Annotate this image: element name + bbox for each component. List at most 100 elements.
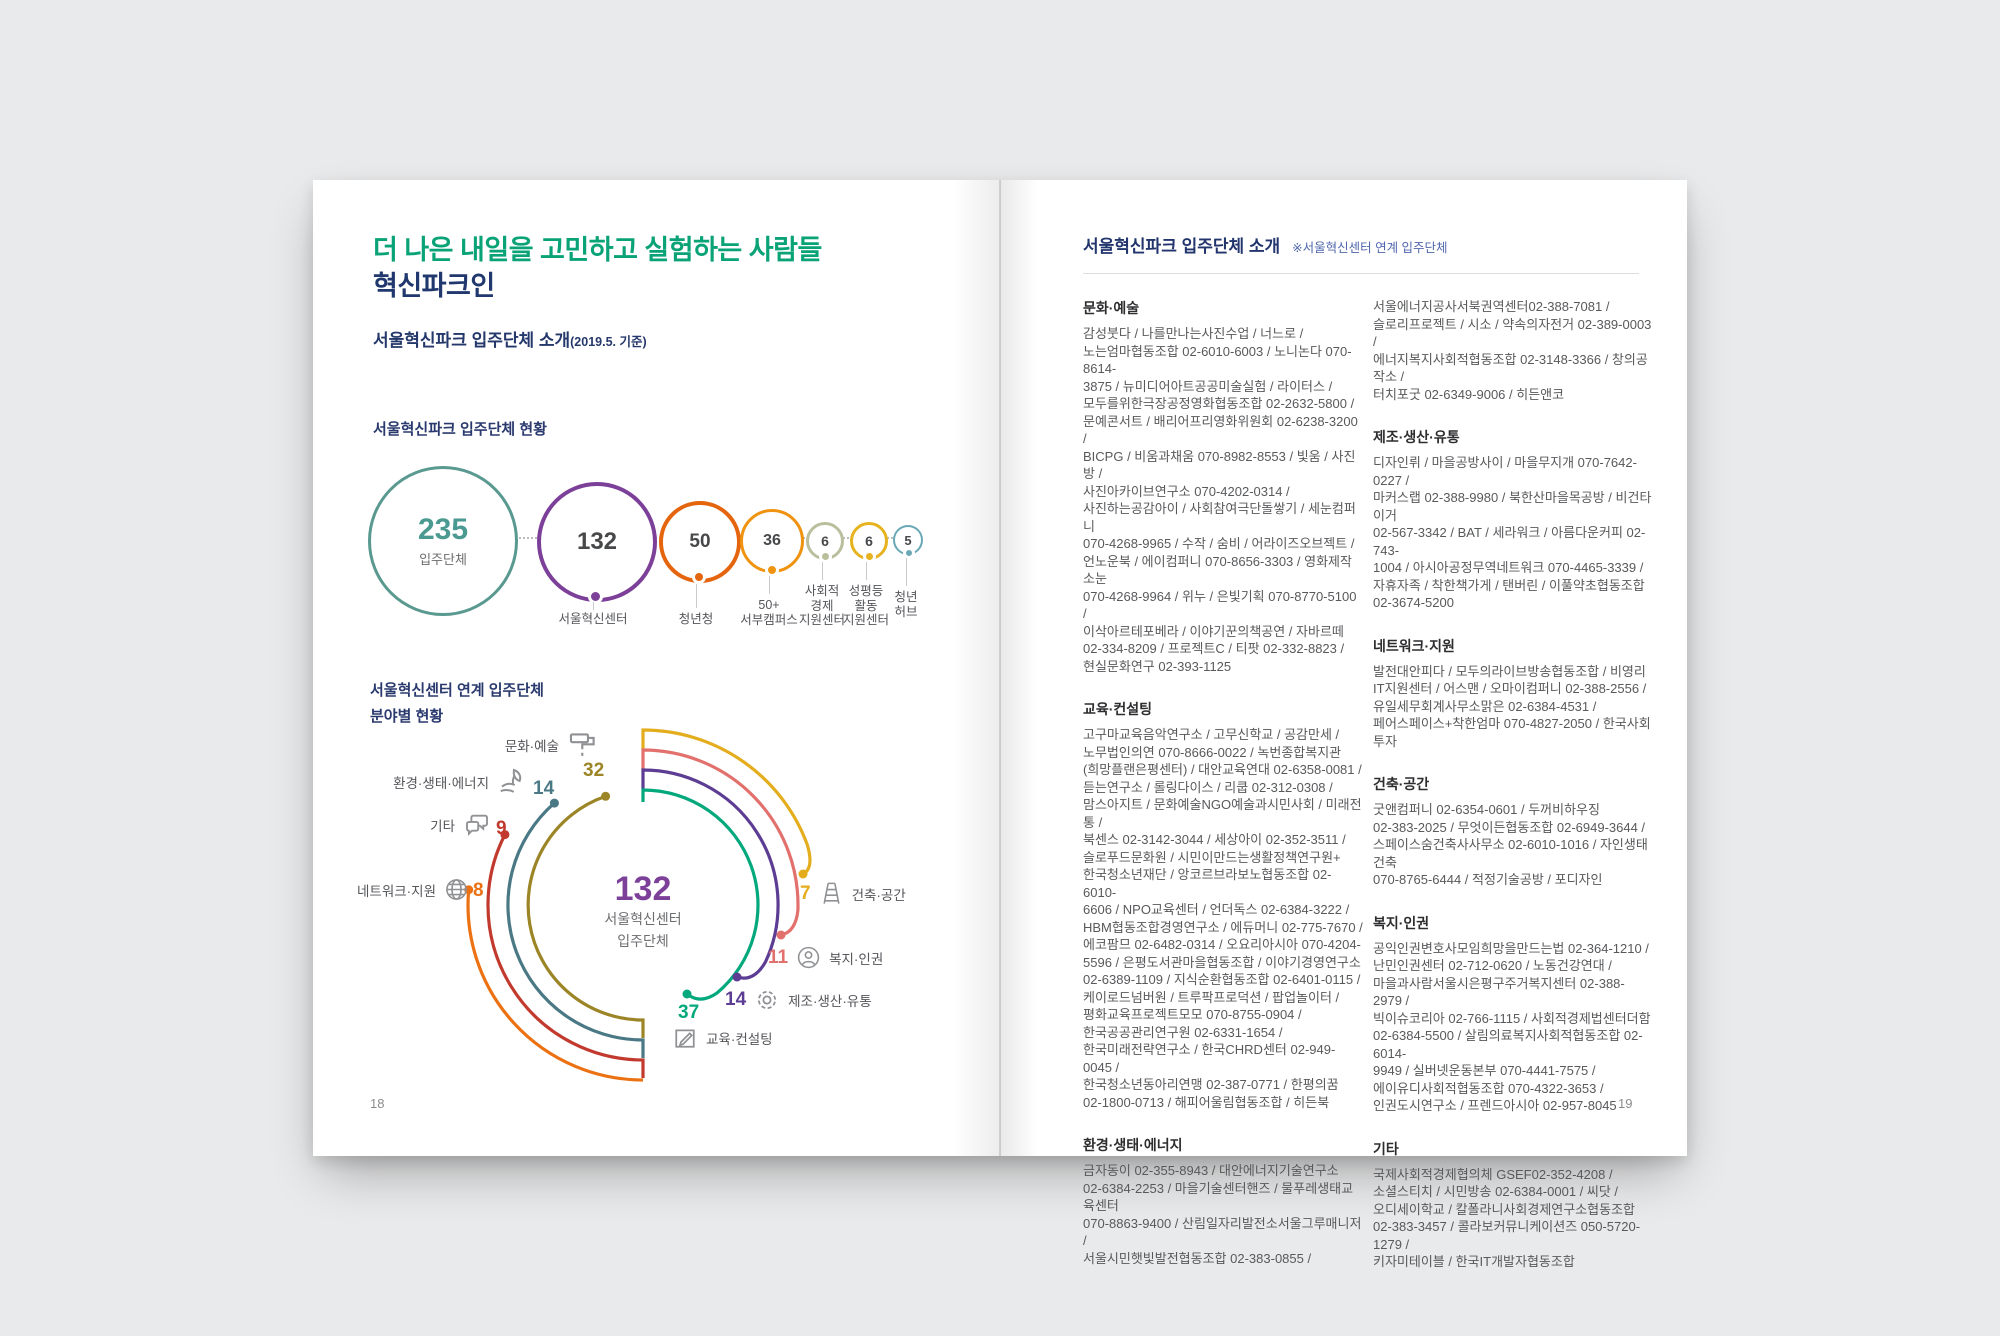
page-number-left: 18 xyxy=(370,1096,385,1111)
circle-dot xyxy=(765,563,779,577)
leader-line xyxy=(696,584,697,608)
right-page-note: ※서울혁신센터 연계 입주단체 xyxy=(1292,241,1448,255)
category-value: 9 xyxy=(496,818,507,839)
section-title: 건축·공간 xyxy=(1373,776,1430,792)
right-page: 서울혁신파크 입주단체 소개 ※서울혁신센터 연계 입주단체 문화·예술 감성붓… xyxy=(1000,180,1687,1269)
section-education-consulting: 교육·컨설팅 고구마교육음악연구소 / 고무신학교 / 공감만세 / 노무법인의… xyxy=(1083,699,1363,1111)
person-icon xyxy=(797,946,820,969)
speech-bubbles-icon xyxy=(466,814,488,837)
section-environment-continued: 서울에너지공사서북권역센터02-388-7081 / 슬로리프로젝트 / 시소 … xyxy=(1373,298,1653,403)
category-environment: 환경·생태·에너지 xyxy=(393,766,528,798)
category-etc: 기타 xyxy=(430,810,492,840)
status-chart-title: 서울혁신파크 입주단체 현황 xyxy=(373,421,547,438)
category-value: 14 xyxy=(725,989,747,1010)
category-manufacturing: 14 제조·생산·유통 xyxy=(725,986,872,1014)
circle-dot xyxy=(692,570,706,584)
section-environment: 환경·생태·에너지 금자동이 02-355-8943 / 대안에너지기술연구소 … xyxy=(1083,1135,1363,1267)
radial-center-value: 132 xyxy=(614,870,672,908)
page-number-right: 19 xyxy=(1618,1096,1633,1111)
category-label: 네트워크·지원 xyxy=(356,883,436,899)
circle-label: 입주단체 xyxy=(419,552,467,567)
category-value: 32 xyxy=(583,760,605,781)
category-value: 14 xyxy=(533,778,555,799)
gear-icon xyxy=(758,990,777,1010)
circle-label: 서울혁신센터 xyxy=(558,612,628,626)
gutter-shadow xyxy=(1000,180,1038,1156)
globe-icon xyxy=(446,879,467,900)
radial-center: 132 서울혁신센터 입주단체 xyxy=(571,870,715,952)
circle-value: 5 xyxy=(904,532,912,548)
section-culture-art: 문화·예술 감성붓다 / 나를만나는사진수업 / 너느로 / 노는엄마협동조합 … xyxy=(1083,298,1363,675)
subtitle-text: 서울혁신파크 입주단체 소개 xyxy=(373,331,571,350)
circle-value: 6 xyxy=(821,533,829,549)
category-label: 기타 xyxy=(430,819,455,834)
section-title: 복지·인권 xyxy=(1373,914,1430,931)
circle-dot xyxy=(903,547,915,559)
subtitle-note: (2019.5. 기준) xyxy=(570,335,647,349)
section-body: 고구마교육음악연구소 / 고무신학교 / 공감만세 / 노무법인의연 070-8… xyxy=(1083,727,1363,1110)
leader-line xyxy=(822,562,823,580)
category-network-support: 네트워크·지원 xyxy=(357,876,470,903)
section-body: 공익인권변호사모임희망을만드는법 02-364-1210 / 난민인권센터 02… xyxy=(1373,940,1651,1114)
circle-label: 청년 허브 xyxy=(894,590,918,619)
circle-value: 50 xyxy=(689,531,711,552)
section-title: 교육·컨설팅 xyxy=(1083,701,1153,717)
right-page-header: 서울혁신파크 입주단체 소개 ※서울혁신센터 연계 입주단체 xyxy=(1083,232,1448,257)
leader-line xyxy=(866,562,867,580)
circle-value: 235 xyxy=(417,513,469,546)
section-body: 굿앤컴퍼니 02-6354-0601 / 두꺼비하우징 02-383-2025 … xyxy=(1373,802,1648,887)
circle-label: 50+ 서부캠퍼스 xyxy=(740,598,798,627)
leader-line xyxy=(769,576,770,594)
section-etc: 기타 국제사회적경제협의체 GSEF02-352-4208 / 소셜스티치 / … xyxy=(1373,1139,1653,1271)
leader-line xyxy=(593,602,594,610)
section-body: 발전대안피다 / 모두의라이브방송협동조합 / 비영리 IT지원센터 / 어스맨… xyxy=(1373,663,1651,749)
category-label: 문화·예술 xyxy=(504,739,559,754)
circle-total: 235 입주단체 xyxy=(368,466,518,616)
paint-roller-icon xyxy=(569,733,595,756)
circle-youth-hall: 50 xyxy=(659,501,741,583)
category-label: 건축·공간 xyxy=(851,887,906,903)
page-title-line1: 더 나은 내일을 고민하고 실험하는 사람들 xyxy=(373,235,822,265)
leaf-hand-icon xyxy=(500,768,522,793)
section-title: 제조·생산·유통 xyxy=(1373,429,1460,445)
section-body: 국제사회적경제협의체 GSEF02-352-4208 / 소셜스티치 / 시민방… xyxy=(1373,1166,1641,1270)
circle-dot xyxy=(863,550,876,563)
category-culture-art: 문화·예술 xyxy=(505,728,600,762)
section-body: 금자동이 02-355-8943 / 대안에너지기술연구소 02-6384-22… xyxy=(1083,1163,1362,1266)
section-title: 기타 xyxy=(1373,1140,1399,1157)
left-page: 더 나은 내일을 고민하고 실험하는 사람들 혁신파크인 서울혁신파크 입주단체… xyxy=(313,180,1000,1156)
circle-dot xyxy=(819,550,832,563)
page-title-line2: 혁신파크인 xyxy=(373,271,495,301)
ladder-icon xyxy=(822,882,840,904)
section-title: 환경·생태·에너지 xyxy=(1083,1137,1183,1153)
category-education-consulting: 교육·컨설팅 xyxy=(671,1024,773,1052)
circle-value: 132 xyxy=(576,528,618,555)
category-label: 복지·인권 xyxy=(829,951,884,967)
circle-dot xyxy=(588,589,603,604)
category-label: 제조·생산·유통 xyxy=(788,994,872,1009)
category-architecture-space: 7 건축·공간 xyxy=(800,880,906,907)
field-chart-title: 서울혁신센터 연계 입주단체 분야별 현황 xyxy=(370,682,544,725)
category-value: 7 xyxy=(800,882,811,904)
header-divider xyxy=(1083,273,1639,274)
directory-column-1: 문화·예술 감성붓다 / 나를만나는사진수업 / 너느로 / 노는엄마협동조합 … xyxy=(1083,298,1363,1291)
section-body: 감성붓다 / 나를만나는사진수업 / 너느로 / 노는엄마협동조합 02-601… xyxy=(1083,326,1358,674)
page-subtitle: 서울혁신파크 입주단체 소개(2019.5. 기준) xyxy=(373,326,647,351)
section-network-support: 네트워크·지원 발전대안피다 / 모두의라이브방송협동조합 / 비영리 IT지원… xyxy=(1373,636,1653,751)
section-body: 서울에너지공사서북권역센터02-388-7081 / 슬로리프로젝트 / 시소 … xyxy=(1373,299,1652,402)
category-label: 환경·생태·에너지 xyxy=(393,776,489,791)
spread-seam xyxy=(999,180,1001,1156)
circle-value: 36 xyxy=(763,532,781,549)
directory-column-2: 서울에너지공사서북권역센터02-388-7081 / 슬로리프로젝트 / 시소 … xyxy=(1373,298,1653,1295)
radial-arc-chart xyxy=(464,728,812,1082)
category-welfare-rights: 11 복지·인권 xyxy=(768,944,883,971)
magazine-spread: 더 나은 내일을 고민하고 실험하는 사람들 혁신파크인 서울혁신파크 입주단체… xyxy=(313,180,1687,1269)
category-value: 11 xyxy=(768,946,789,968)
radial-center-label: 서울혁신센터 입주단체 xyxy=(604,911,682,949)
category-value: 37 xyxy=(678,1002,700,1023)
category-label: 교육·컨설팅 xyxy=(706,1032,773,1047)
pencil-note-icon xyxy=(675,1029,695,1048)
section-manufacturing: 제조·생산·유통 디자인뤼 / 마을공방사이 / 마을무지개 070-7642-… xyxy=(1373,427,1653,612)
circle-label: 청년청 xyxy=(678,612,714,626)
circle-label: 성평등 활동 지원센터 xyxy=(842,584,889,627)
